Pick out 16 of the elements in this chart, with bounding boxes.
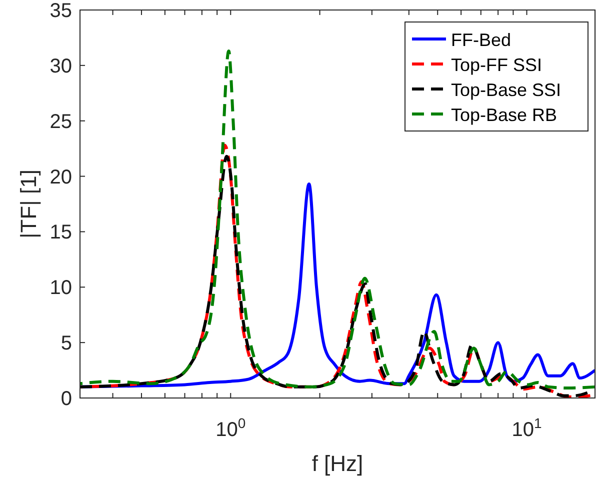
x-axis-title: f [Hz] bbox=[312, 451, 364, 476]
y-tick-label: 5 bbox=[60, 332, 72, 355]
x-tick-label: 10$^{0}$ bbox=[216, 415, 246, 441]
y-tick-label: 20 bbox=[50, 166, 72, 188]
y-tick-label: 15 bbox=[50, 222, 72, 244]
y-tick-label: 0 bbox=[60, 388, 72, 410]
x-tick-label: 10$^{1}$ bbox=[512, 415, 542, 441]
y-tick-label: 35 bbox=[50, 0, 72, 22]
legend-label: Top-Base RB bbox=[451, 105, 558, 125]
y-tick-label: 10 bbox=[50, 277, 72, 300]
y-tick-label: 25 bbox=[50, 110, 72, 133]
y-tick-label: 30 bbox=[50, 55, 72, 78]
legend-label: Top-Base SSI bbox=[451, 80, 562, 100]
legend-label: Top-FF SSI bbox=[451, 55, 542, 75]
y-axis-title: |TF| [1] bbox=[16, 170, 41, 238]
legend-label: FF-Bed bbox=[451, 30, 512, 50]
